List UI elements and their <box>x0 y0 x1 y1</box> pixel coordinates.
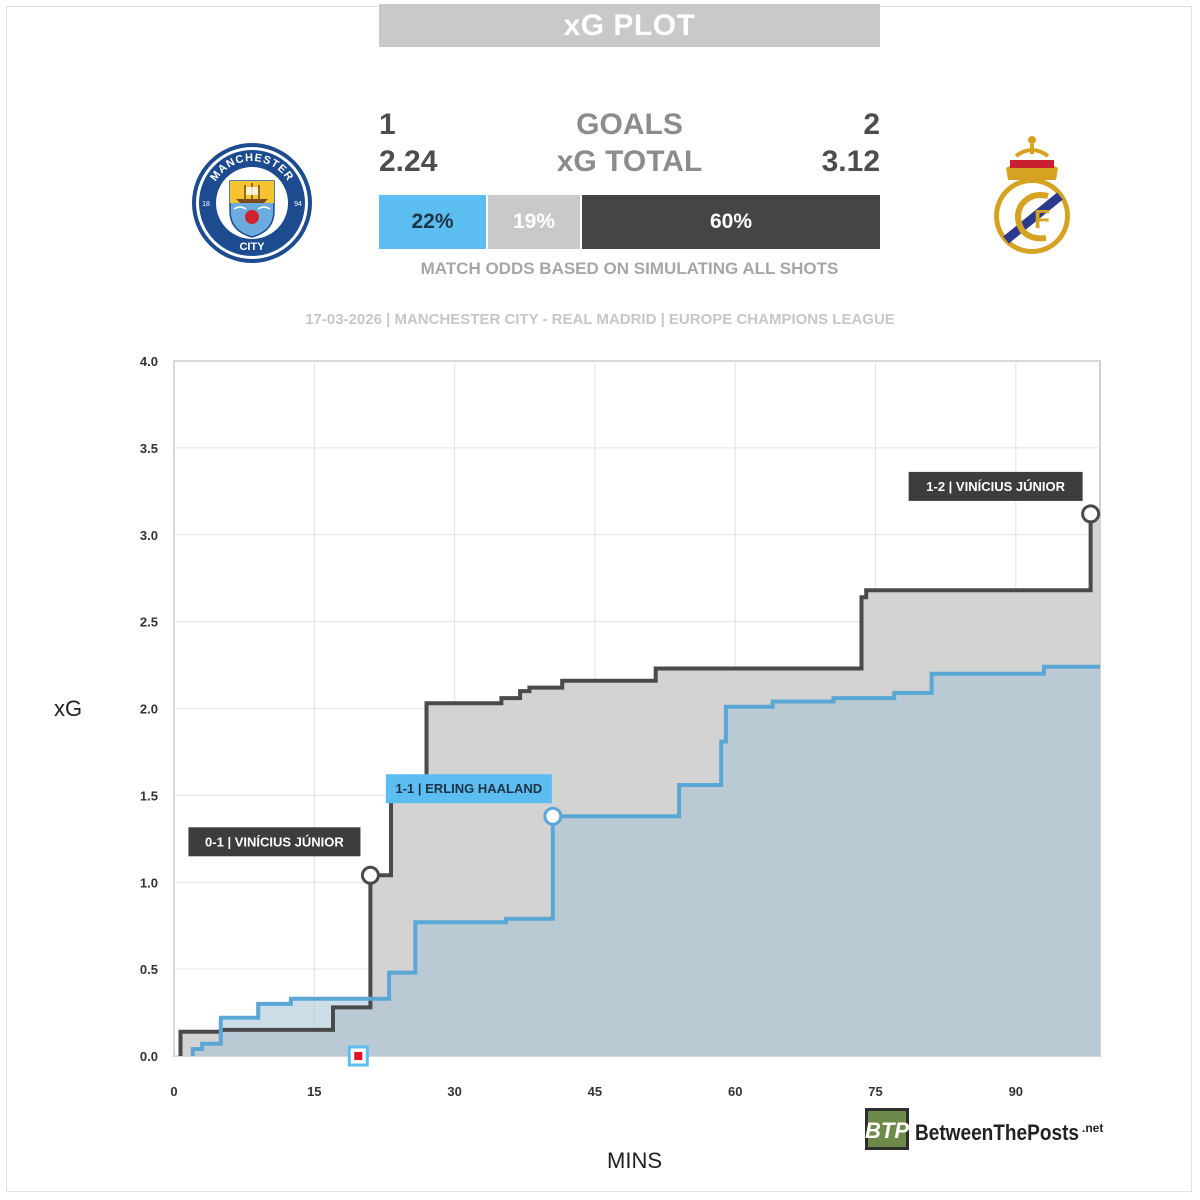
y-axis-label: xG <box>54 696 83 721</box>
real-madrid-crest: F <box>994 136 1070 254</box>
home-goals: 1 <box>379 108 396 141</box>
goals-row: 1 GOALS 2 <box>379 108 880 144</box>
brand-tld: .net <box>1082 1121 1103 1135</box>
xg-total-row: 2.24 xG TOTAL 3.12 <box>379 145 880 181</box>
match-info: 17-03-2026 | MANCHESTER CITY - REAL MADR… <box>305 311 895 328</box>
x-axis-label: MINS <box>607 1148 662 1173</box>
brand-name: BetweenThePosts <box>915 1120 1079 1145</box>
crest-bottom-text: CITY <box>239 241 265 253</box>
brand-badge-text: BTP <box>865 1118 909 1143</box>
crest-year-right: 94 <box>294 201 302 208</box>
svg-text:F: F <box>1034 204 1050 234</box>
page-title: xG PLOT <box>379 4 880 47</box>
crest-year-left: 18 <box>202 201 210 208</box>
goals-label: GOALS <box>576 108 683 141</box>
betweentheposts-logo: BTP BetweenThePosts .net <box>864 1106 1104 1157</box>
odds-note: MATCH ODDS BASED ON SIMULATING ALL SHOTS <box>420 259 839 278</box>
home-win-odds: 22% <box>379 195 486 249</box>
home-xg-total: 2.24 <box>379 145 438 178</box>
draw-odds: 19% <box>488 195 580 249</box>
away-xg-total: 3.12 <box>821 145 880 178</box>
away-win-odds: 60% <box>582 195 880 249</box>
away-goals: 2 <box>863 108 880 141</box>
xg-total-label: xG TOTAL <box>556 145 703 178</box>
manchester-city-crest: MANCHESTER CITY 18 94 <box>192 143 312 263</box>
